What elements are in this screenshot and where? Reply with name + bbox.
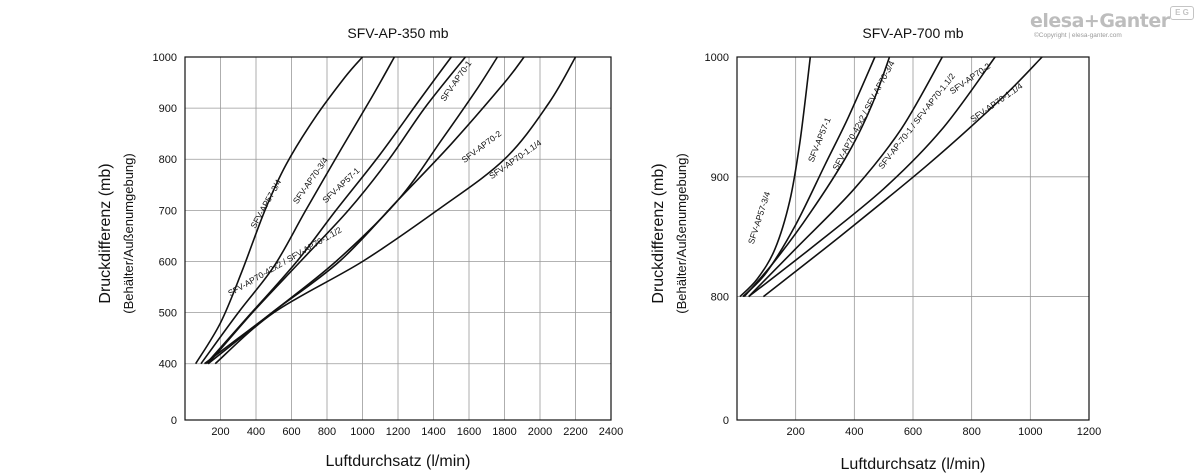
y-tick-label: 900 (159, 103, 177, 115)
y-tick-label: 600 (159, 256, 177, 268)
series-line-7 (214, 56, 577, 365)
x-tick-label: 400 (247, 426, 265, 438)
x-tick-label: 200 (211, 426, 229, 438)
x-axis-label: Luftdurchsatz (l/min) (841, 456, 986, 473)
x-tick-label: 800 (318, 426, 336, 438)
logo-text: elesa+Ganter (1030, 10, 1170, 32)
logo-badge: E G (1170, 6, 1194, 20)
x-tick-label: 400 (845, 426, 863, 438)
x-tick-label: 200 (786, 426, 804, 438)
series-line-5 (748, 56, 996, 298)
y-axis-sublabel: (Behälter/Außenumgebung) (121, 153, 136, 313)
y-tick-label: 500 (159, 308, 177, 320)
x-tick-label: 1000 (1018, 426, 1042, 438)
series-line-4 (207, 56, 467, 365)
chart-title: SFV-AP-700 mb (862, 25, 963, 41)
series-line-1 (195, 56, 364, 365)
series-label-4: SFV-AP70-1 (438, 58, 473, 103)
y-zero-label: 0 (723, 415, 729, 427)
y-tick-label: 700 (159, 205, 177, 217)
chart-2: 200 400 600 800 1000 1200 800 900 1000 0 SFV-AP-70… (650, 25, 1101, 473)
x-tick-label: 1400 (421, 426, 445, 438)
x-tick-label: 600 (904, 426, 922, 438)
x-axis-label: Luftdurchsatz (l/min) (326, 453, 471, 470)
x-tick-label: 2000 (528, 426, 552, 438)
series-line-6 (762, 56, 1043, 298)
y-axis-sublabel: (Behälter/Außenumgebung) (674, 153, 689, 313)
series-line-4 (748, 56, 943, 298)
y-zero-label: 0 (171, 415, 177, 427)
x-tick-label: 1600 (457, 426, 481, 438)
series-label-1: SFV-AP57-3/4 (248, 177, 283, 230)
elesa-ganter-logo: elesa+Ganter ©Copyright | elesa-ganter.c… (1030, 6, 1195, 40)
series-line-3 (743, 56, 891, 298)
x-tick-label: 2200 (563, 426, 587, 438)
y-axis-label: Druckdifferenz (mb) (650, 163, 667, 303)
x-tick-label: 1800 (492, 426, 516, 438)
x-tick-label: 1200 (386, 426, 410, 438)
series-line-5 (204, 56, 499, 365)
series-line-1 (739, 56, 812, 298)
chart-title: SFV-AP-350 mb (347, 25, 448, 41)
plot-frame (736, 56, 1090, 421)
series-label-4: SFV-AP-70-1 / SFV-AP70-1.1/2 (876, 71, 957, 171)
series-line-2 (742, 56, 876, 298)
y-tick-label: 400 (159, 359, 177, 371)
x-tick-label: 1200 (1077, 426, 1101, 438)
y-axis-label: Druckdifferenz (mb) (97, 163, 114, 303)
y-tick-label: 1000 (705, 52, 729, 64)
y-tick-label: 1000 (153, 52, 177, 64)
series-label-6: SFV-AP70-1.1/4 (968, 81, 1024, 125)
series-line-2 (200, 56, 396, 365)
y-tick-label: 900 (711, 172, 729, 184)
x-tick-label: 800 (962, 426, 980, 438)
series-line-6 (207, 56, 525, 365)
series-label-1: SFV-AP57-3/4 (746, 190, 772, 245)
logo-copyright: ©Copyright | elesa-ganter.com (1034, 32, 1122, 39)
plot-frame (184, 56, 612, 421)
y-tick-label: 800 (711, 292, 729, 304)
x-tick-label: 600 (282, 426, 300, 438)
x-tick-label: 2400 (599, 426, 623, 438)
x-tick-label: 1000 (350, 426, 374, 438)
y-tick-label: 800 (159, 154, 177, 166)
chart-1: 200 400 600 800 1000 1200 1400 1600 1800 2000 2200… (97, 25, 623, 470)
